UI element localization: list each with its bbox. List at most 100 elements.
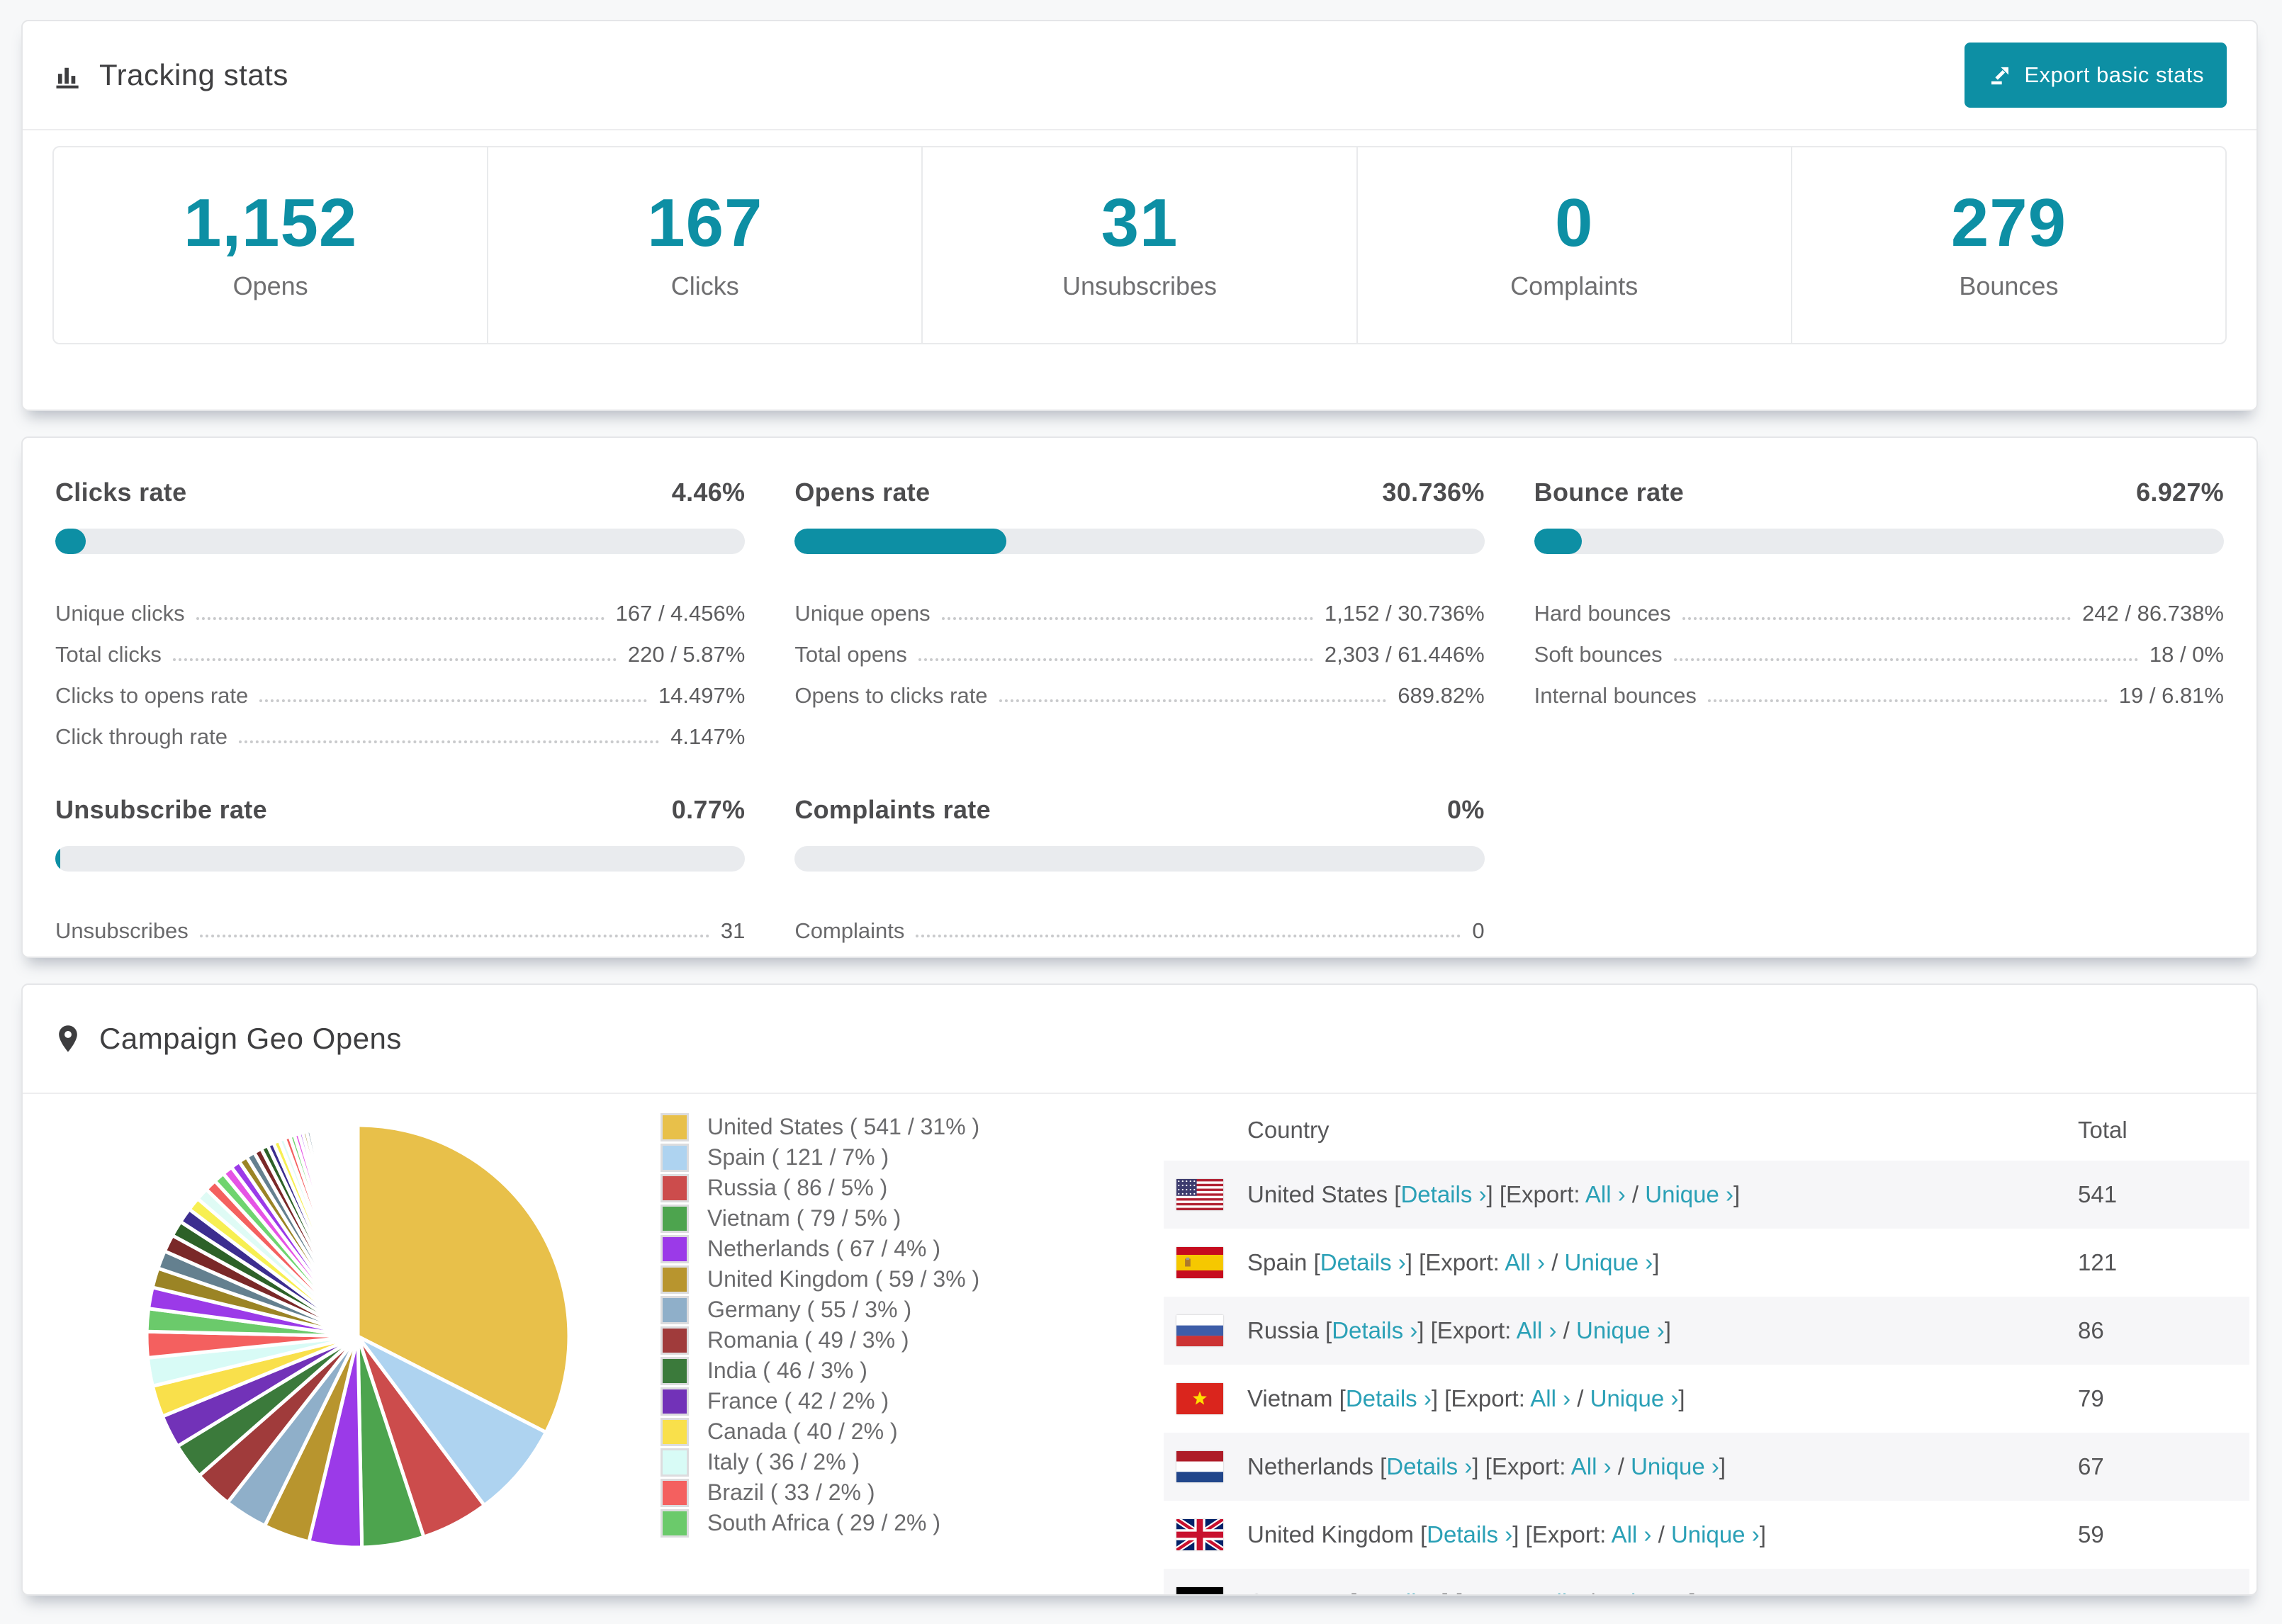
export-all-link[interactable]: All › xyxy=(1585,1181,1626,1207)
legend-swatch xyxy=(661,1173,689,1202)
rate-row-label: Unique clicks xyxy=(55,601,185,626)
export-all-link[interactable]: All › xyxy=(1505,1249,1546,1275)
rate-row-value: 18 / 0% xyxy=(2149,642,2224,667)
legend-label: Netherlands ( 67 / 4% ) xyxy=(707,1236,941,1261)
dotted-leader xyxy=(999,699,1387,702)
bracket-text: ] [Export: xyxy=(1486,1181,1585,1207)
details-link[interactable]: Details › xyxy=(1400,1181,1487,1207)
export-unique-link[interactable]: Unique › xyxy=(1631,1453,1719,1479)
rate-row: Opens to clicks rate 689.82% xyxy=(794,667,1484,709)
bracket-text: [ xyxy=(1307,1249,1320,1275)
rate-block-clicks-rate: Clicks rate 4.46% Unique clicks 167 / 4.456… xyxy=(55,478,746,750)
slash-text: / xyxy=(1545,1249,1565,1275)
tracking-stats-card: Tracking stats Export basic stats 1,152 O… xyxy=(21,20,2258,411)
details-link[interactable]: Details › xyxy=(1427,1521,1513,1547)
dotted-leader xyxy=(941,617,1313,620)
geo-opens-header: Campaign Geo Opens xyxy=(23,985,2256,1094)
stat-value: 31 xyxy=(1101,185,1179,261)
rate-row-value: 14.497% xyxy=(658,683,746,708)
rate-block-unsubscribe-rate: Unsubscribe rate 0.77% Unsubscribes 31 xyxy=(55,795,746,944)
legend-label: Brazil ( 33 / 2% ) xyxy=(707,1479,875,1505)
export-unique-link[interactable]: Unique › xyxy=(1670,1521,1760,1547)
rate-title: Bounce rate xyxy=(1534,478,1685,507)
geo-table-row-de: Germany [Details ›] [Export: All › / Uni… xyxy=(1164,1569,2249,1594)
rate-rows: Unsubscribes 31 xyxy=(55,903,745,944)
export-unique-link[interactable]: Unique › xyxy=(1601,1589,1690,1594)
rate-progress-track xyxy=(794,529,1485,554)
bracket-text: ] [Export: xyxy=(1417,1317,1517,1343)
bracket-text: [ xyxy=(1388,1181,1401,1207)
flag-nl xyxy=(1176,1451,1223,1482)
export-unique-link[interactable]: Unique › xyxy=(1645,1181,1733,1207)
legend-item-canada: Canada ( 40 / 2% ) xyxy=(661,1416,979,1447)
legend-label: Vietnam ( 79 / 5% ) xyxy=(707,1205,901,1231)
pie-slice-spain[interactable] xyxy=(356,1334,548,1508)
rate-title: Complaints rate xyxy=(794,795,991,824)
legend-swatch xyxy=(661,1326,689,1355)
rate-title: Unsubscribe rate xyxy=(55,795,267,824)
bracket-text: ] [Export: xyxy=(1431,1385,1531,1411)
export-all-link[interactable]: All › xyxy=(1541,1589,1582,1594)
rate-row: Unsubscribes 31 xyxy=(55,903,745,944)
bracket-text: ] xyxy=(1733,1181,1741,1207)
geo-table-row-es: Spain [Details ›] [Export: All › / Uniqu… xyxy=(1164,1229,2249,1297)
export-unique-link[interactable]: Unique › xyxy=(1576,1317,1665,1343)
stat-label: Clicks xyxy=(670,271,739,300)
stat-label: Bounces xyxy=(1959,271,2059,300)
country-name: United States xyxy=(1247,1181,1388,1207)
pie-slice-united-states[interactable] xyxy=(356,1123,571,1434)
stat-cell-opens: 1,152 Opens xyxy=(54,147,489,343)
slash-text: / xyxy=(1625,1181,1646,1207)
export-basic-stats-button[interactable]: Export basic stats xyxy=(1965,43,2227,108)
rate-row-value: 0 xyxy=(1472,918,1485,943)
dotted-leader xyxy=(1673,658,2138,661)
legend-label: India ( 46 / 3% ) xyxy=(707,1358,867,1383)
flag-vn xyxy=(1176,1383,1223,1414)
rates-grid: Clicks rate 4.46% Unique clicks 167 / 4.456… xyxy=(23,438,2256,944)
rate-value: 6.927% xyxy=(2136,478,2224,507)
slash-text: / xyxy=(1570,1385,1590,1411)
tracking-stats-header: Tracking stats Export basic stats xyxy=(23,21,2256,130)
rate-rows: Unique clicks 167 / 4.456% Total clicks 220… xyxy=(55,585,745,750)
bar-chart-icon xyxy=(52,60,84,91)
legend-item-united-kingdom: United Kingdom ( 59 / 3% ) xyxy=(661,1264,979,1295)
stat-label: Complaints xyxy=(1510,271,1639,300)
rate-row-label: Internal bounces xyxy=(1534,683,1697,708)
rates-card: Clicks rate 4.46% Unique clicks 167 / 4.456… xyxy=(21,436,2258,958)
country-name: Vietnam xyxy=(1247,1385,1333,1411)
legend-item-vietnam: Vietnam ( 79 / 5% ) xyxy=(661,1203,979,1234)
pie-slice-other[interactable] xyxy=(355,1123,360,1338)
details-link[interactable]: Details › xyxy=(1332,1317,1418,1343)
country-name: Russia xyxy=(1247,1317,1319,1343)
export-all-link[interactable]: All › xyxy=(1570,1453,1612,1479)
legend-label: South Africa ( 29 / 2% ) xyxy=(707,1510,941,1535)
rate-progress-fill xyxy=(55,846,61,872)
slash-text: / xyxy=(1651,1521,1671,1547)
country-name: Spain xyxy=(1247,1249,1308,1275)
details-link[interactable]: Details › xyxy=(1320,1249,1406,1275)
stat-value: 279 xyxy=(1950,185,2067,261)
details-link[interactable]: Details › xyxy=(1345,1385,1432,1411)
geo-table-header-country: Country xyxy=(1247,1117,1330,1143)
dotted-leader xyxy=(199,935,709,937)
rate-row: Unique opens 1,152 / 30.736% xyxy=(794,585,1484,626)
rate-block-bounce-rate: Bounce rate 6.927% Hard bounces 242 / 86.73… xyxy=(1534,478,2224,750)
export-all-link[interactable]: All › xyxy=(1516,1317,1557,1343)
export-all-link[interactable]: All › xyxy=(1611,1521,1652,1547)
legend-label: Romania ( 49 / 3% ) xyxy=(707,1327,909,1353)
export-all-link[interactable]: All › xyxy=(1530,1385,1571,1411)
slash-text: / xyxy=(1581,1589,1601,1594)
geo-row-total: 121 xyxy=(2078,1249,2118,1275)
bracket-text: ] [Export: xyxy=(1512,1521,1612,1547)
legend-swatch xyxy=(661,1234,689,1263)
rate-row-label: Unique opens xyxy=(794,601,931,626)
geo-table-rows: United States [Details ›] [Export: All ›… xyxy=(1164,1161,2249,1594)
details-link[interactable]: Details › xyxy=(1356,1589,1442,1594)
export-unique-link[interactable]: Unique › xyxy=(1590,1385,1679,1411)
rate-row: Total opens 2,303 / 61.446% xyxy=(794,626,1484,667)
bracket-text: [ xyxy=(1413,1521,1427,1547)
rate-row-label: Complaints xyxy=(794,918,905,943)
geo-row-text: Vietnam [Details ›] [Export: All › / Uni… xyxy=(1247,1385,2078,1412)
export-unique-link[interactable]: Unique › xyxy=(1564,1249,1653,1275)
details-link[interactable]: Details › xyxy=(1386,1453,1473,1479)
